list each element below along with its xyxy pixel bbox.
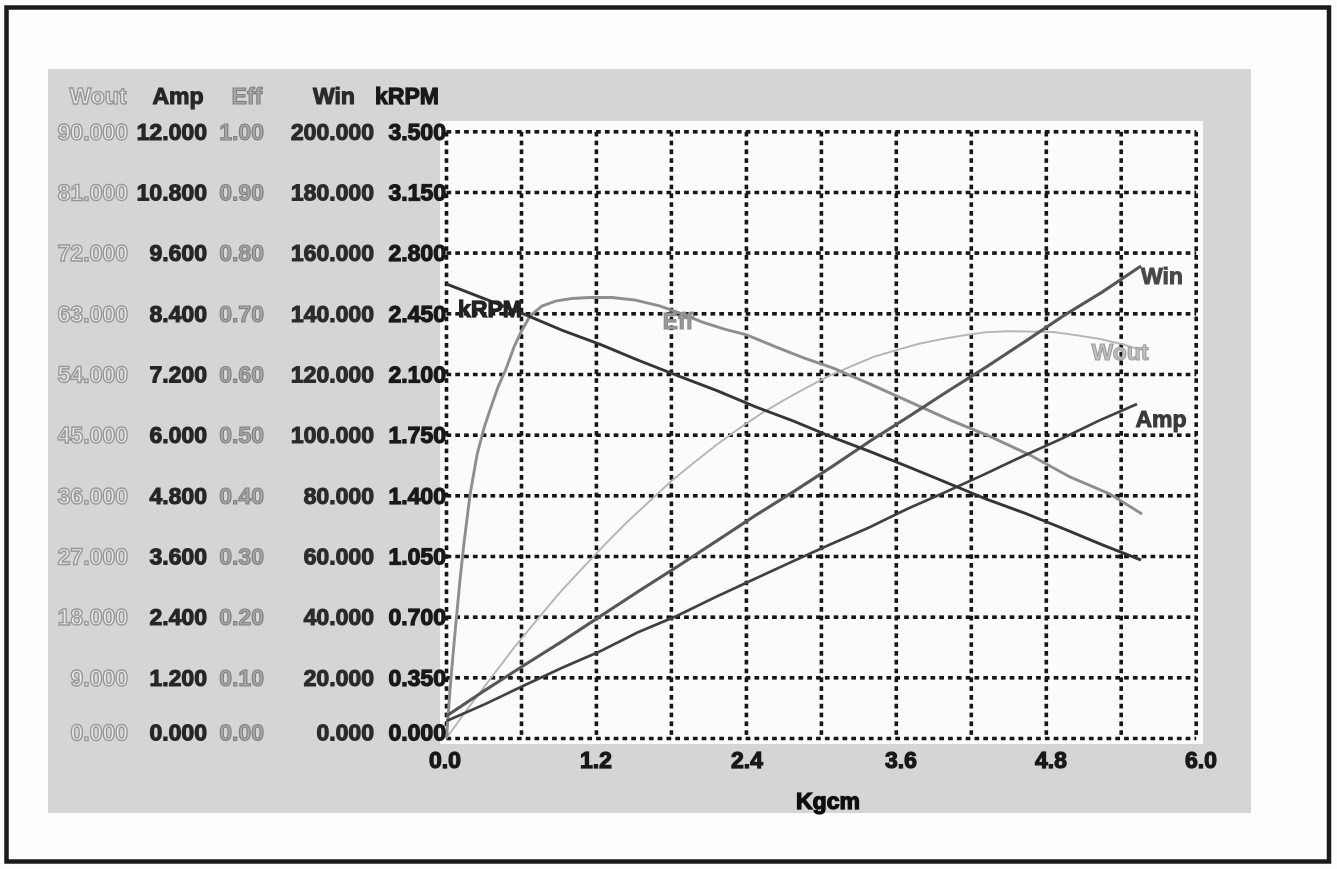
svg-text:0.00: 0.00 [219, 720, 264, 746]
svg-text:Wout: Wout [69, 83, 126, 109]
svg-text:0.60: 0.60 [219, 362, 264, 388]
svg-text:140.000: 140.000 [291, 301, 374, 327]
svg-text:40.000: 40.000 [304, 604, 374, 630]
svg-text:1.2: 1.2 [580, 747, 612, 773]
svg-text:4.8: 4.8 [1035, 747, 1067, 773]
svg-text:72.000: 72.000 [58, 240, 128, 266]
svg-text:8.400: 8.400 [149, 301, 207, 327]
svg-text:18.000: 18.000 [58, 604, 128, 630]
svg-text:Win: Win [1141, 263, 1183, 289]
svg-text:0.000: 0.000 [149, 720, 207, 746]
svg-text:1.400: 1.400 [388, 483, 446, 509]
svg-text:81.000: 81.000 [58, 180, 128, 206]
svg-text:180.000: 180.000 [291, 180, 374, 206]
svg-text:0.30: 0.30 [219, 544, 264, 570]
svg-text:3.500: 3.500 [388, 119, 446, 145]
svg-text:3.6: 3.6 [885, 747, 917, 773]
svg-text:Wout: Wout [1091, 339, 1148, 365]
svg-text:4.800: 4.800 [149, 483, 207, 509]
svg-text:54.000: 54.000 [58, 362, 128, 388]
svg-text:12.000: 12.000 [137, 119, 207, 145]
svg-text:63.000: 63.000 [58, 301, 128, 327]
svg-text:1.00: 1.00 [219, 119, 264, 145]
svg-text:1.750: 1.750 [388, 422, 446, 448]
svg-text:45.000: 45.000 [58, 422, 128, 448]
svg-text:3.150: 3.150 [388, 180, 446, 206]
svg-text:6.0: 6.0 [1185, 747, 1217, 773]
svg-text:2.100: 2.100 [388, 362, 446, 388]
svg-text:2.400: 2.400 [149, 604, 207, 630]
svg-text:0.90: 0.90 [219, 180, 264, 206]
svg-text:Amp: Amp [152, 83, 203, 109]
svg-text:120.000: 120.000 [291, 362, 374, 388]
svg-text:0.80: 0.80 [219, 240, 264, 266]
svg-text:80.000: 80.000 [304, 483, 374, 509]
svg-text:1.050: 1.050 [388, 544, 446, 570]
svg-text:0.40: 0.40 [219, 483, 264, 509]
svg-text:7.200: 7.200 [149, 362, 207, 388]
svg-text:0.000: 0.000 [70, 720, 128, 746]
svg-text:Win: Win [313, 83, 355, 109]
svg-text:1.200: 1.200 [149, 665, 207, 691]
svg-text:9.600: 9.600 [149, 240, 207, 266]
svg-text:6.000: 6.000 [149, 422, 207, 448]
svg-text:90.000: 90.000 [58, 119, 128, 145]
svg-text:kRPM: kRPM [458, 296, 522, 322]
svg-text:60.000: 60.000 [304, 544, 374, 570]
svg-text:Amp: Amp [1135, 406, 1186, 432]
svg-text:27.000: 27.000 [58, 544, 128, 570]
svg-text:0.000: 0.000 [388, 720, 446, 746]
svg-text:Eff: Eff [663, 308, 694, 334]
svg-text:0.350: 0.350 [388, 665, 446, 691]
svg-text:9.000: 9.000 [70, 665, 128, 691]
svg-text:0.50: 0.50 [219, 422, 264, 448]
svg-text:100.000: 100.000 [291, 422, 374, 448]
svg-text:Eff: Eff [232, 83, 263, 109]
svg-text:0.000: 0.000 [316, 720, 374, 746]
svg-text:160.000: 160.000 [291, 240, 374, 266]
svg-text:2.4: 2.4 [731, 747, 763, 773]
svg-text:0.70: 0.70 [219, 301, 264, 327]
svg-text:Kgcm: Kgcm [796, 788, 860, 814]
svg-text:20.000: 20.000 [304, 665, 374, 691]
svg-text:36.000: 36.000 [58, 483, 128, 509]
svg-text:3.600: 3.600 [149, 544, 207, 570]
svg-text:0.20: 0.20 [219, 604, 264, 630]
svg-text:0.10: 0.10 [219, 665, 264, 691]
svg-text:10.800: 10.800 [137, 180, 207, 206]
svg-text:0.700: 0.700 [388, 604, 446, 630]
svg-text:0.0: 0.0 [429, 747, 461, 773]
svg-text:2.450: 2.450 [388, 301, 446, 327]
svg-text:kRPM: kRPM [375, 83, 439, 109]
svg-text:2.800: 2.800 [388, 240, 446, 266]
svg-text:200.000: 200.000 [291, 119, 374, 145]
